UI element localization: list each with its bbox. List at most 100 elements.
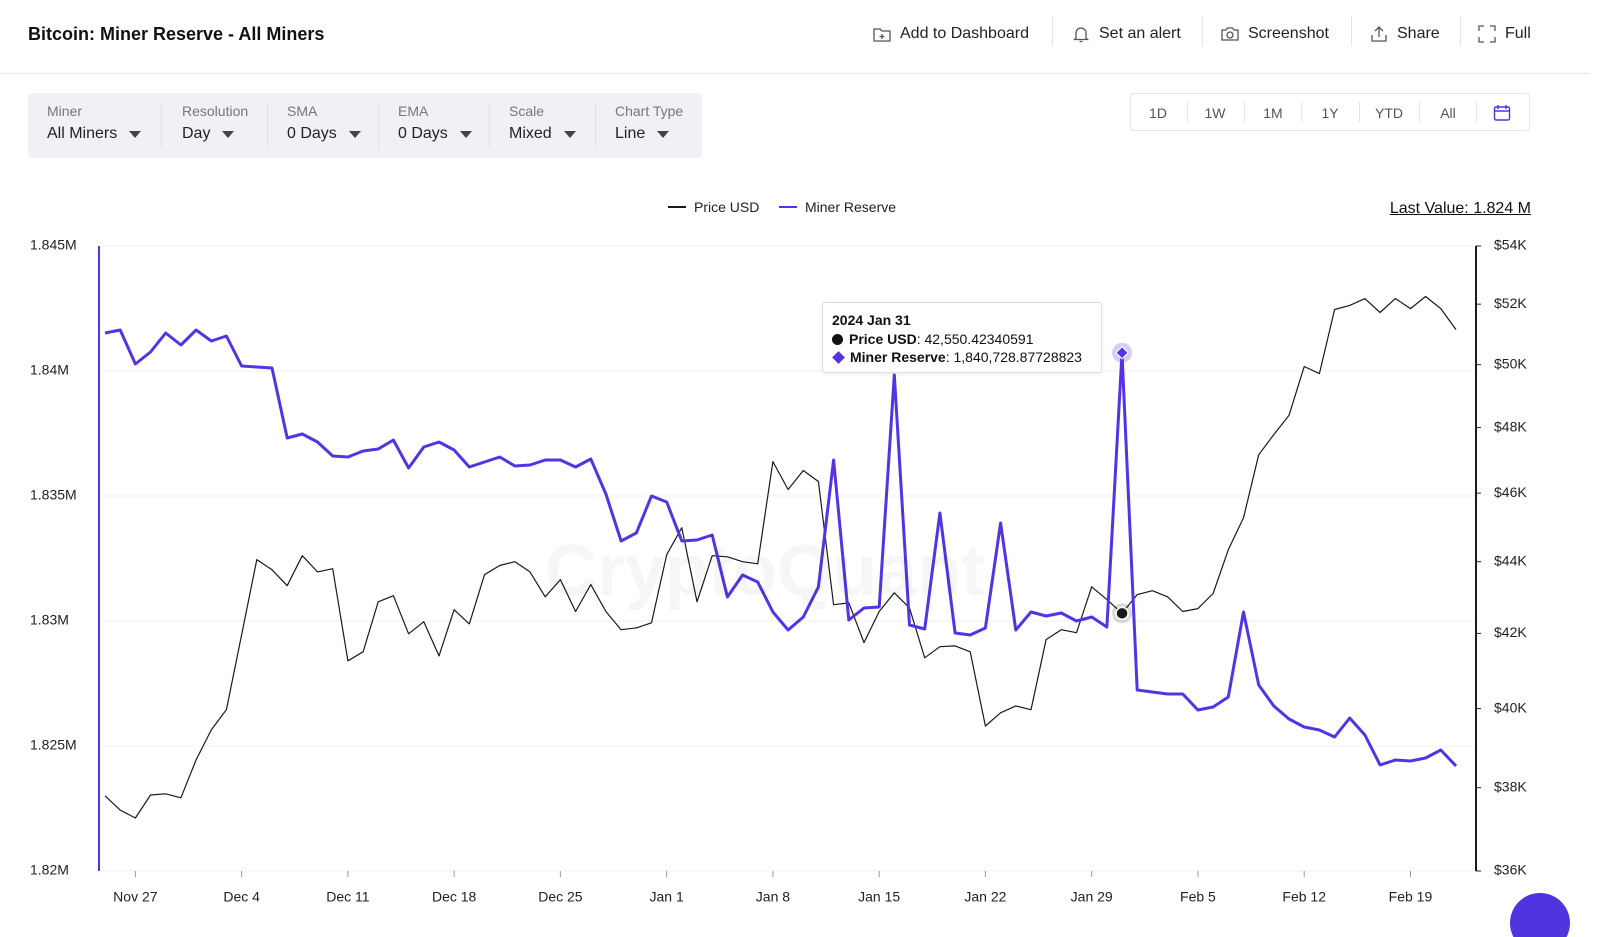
separator bbox=[378, 103, 379, 149]
tooltip-marker bbox=[832, 333, 843, 345]
tooltip-row: Miner Reserve1,840,728.87728823 bbox=[832, 348, 1092, 366]
separator bbox=[1052, 16, 1053, 46]
control-value: 0 Days bbox=[398, 125, 448, 142]
add-dashboard-button[interactable]: Add to Dashboard bbox=[872, 24, 1029, 44]
separator bbox=[161, 103, 162, 149]
separator bbox=[1419, 102, 1420, 122]
legend-label: Miner Reserve bbox=[805, 199, 897, 215]
separator bbox=[1202, 16, 1203, 46]
range-button[interactable]: YTD bbox=[1375, 105, 1403, 121]
range-button[interactable]: 1D bbox=[1149, 105, 1167, 121]
fullscreen-button[interactable]: Full bbox=[1477, 24, 1531, 44]
control-value: All Miners bbox=[47, 125, 118, 142]
button-label: Full bbox=[1505, 25, 1531, 42]
hover-point bbox=[1115, 346, 1129, 360]
range-button[interactable]: 1W bbox=[1204, 105, 1226, 121]
separator bbox=[267, 103, 268, 149]
legend-label: Price USD bbox=[694, 199, 760, 215]
icon bbox=[873, 28, 891, 42]
control-label: Scale bbox=[509, 103, 545, 119]
y-tick-label: 1.83M bbox=[30, 612, 69, 628]
x-tick-label: Jan 29 bbox=[1071, 889, 1113, 905]
separator bbox=[1476, 102, 1477, 122]
control[interactable]: SMA 0 Days bbox=[287, 103, 361, 143]
screenshot-button[interactable]: Screenshot bbox=[1220, 24, 1329, 44]
calendar-button[interactable] bbox=[1493, 104, 1511, 122]
controls: Miner All Miners Resolution Day SMA 0 Days … bbox=[28, 93, 702, 158]
y-tick-label: 1.845M bbox=[30, 237, 77, 253]
y2-tick-label: $38K bbox=[1494, 778, 1527, 794]
x-tick-label: Feb 12 bbox=[1282, 889, 1326, 905]
control-value: Mixed bbox=[509, 125, 552, 142]
legend-item[interactable]: Miner Reserve bbox=[779, 199, 896, 215]
control[interactable]: Miner All Miners bbox=[47, 103, 142, 143]
separator bbox=[1187, 102, 1188, 122]
x-tick-label: Feb 19 bbox=[1389, 889, 1433, 905]
separator bbox=[489, 103, 490, 149]
separator bbox=[1460, 16, 1461, 46]
control-label: SMA bbox=[287, 103, 318, 119]
hover-point bbox=[1115, 606, 1129, 621]
y2-tick-label: $48K bbox=[1494, 418, 1527, 434]
control-value-row: 0 Days bbox=[398, 125, 472, 143]
y2-tick-label: $50K bbox=[1494, 355, 1527, 371]
y2-tick-label: $44K bbox=[1494, 552, 1527, 568]
control-value-row: Line bbox=[615, 125, 683, 143]
legend-swatch bbox=[668, 206, 686, 208]
chat-button[interactable] bbox=[1510, 893, 1570, 937]
y2-tick-label: $54K bbox=[1494, 237, 1527, 253]
range-button[interactable]: 1Y bbox=[1321, 105, 1339, 121]
x-tick-label: Dec 18 bbox=[432, 889, 477, 905]
y2-tick-label: $40K bbox=[1494, 699, 1527, 715]
separator bbox=[1351, 16, 1352, 46]
dropdown-arrow bbox=[563, 130, 576, 138]
control-label: EMA bbox=[398, 103, 429, 119]
y-tick-label: 1.84M bbox=[30, 362, 69, 378]
x-tick-label: Jan 8 bbox=[756, 889, 790, 905]
y-tick-label: 1.82M bbox=[30, 862, 69, 878]
control-value-row: Day bbox=[182, 125, 248, 143]
x-tick-label: Feb 5 bbox=[1180, 889, 1216, 905]
separator bbox=[595, 103, 596, 149]
header: Bitcoin: Miner Reserve - All Miners Add … bbox=[0, 0, 1590, 74]
y-tick-label: 1.835M bbox=[30, 487, 77, 503]
control-value-row: 0 Days bbox=[287, 125, 361, 143]
control[interactable]: Scale Mixed bbox=[509, 103, 576, 143]
x-tick-label: Jan 15 bbox=[858, 889, 900, 905]
separator bbox=[1244, 102, 1245, 122]
tooltip-row: Price USD42,550.42340591 bbox=[832, 330, 1092, 348]
dropdown-arrow bbox=[222, 130, 235, 138]
alert-button[interactable]: Set an alert bbox=[1071, 24, 1181, 44]
separator bbox=[1359, 102, 1360, 122]
y2-tick-label: $52K bbox=[1494, 295, 1527, 311]
control[interactable]: EMA 0 Days bbox=[398, 103, 472, 143]
x-tick-label: Jan 22 bbox=[964, 889, 1006, 905]
share-button[interactable]: Share bbox=[1369, 24, 1440, 44]
tooltip-value: 1,840,728.87728823 bbox=[946, 349, 1082, 365]
range-button[interactable]: 1M bbox=[1263, 105, 1283, 121]
control-label: Chart Type bbox=[615, 103, 684, 119]
control-label: Resolution bbox=[182, 103, 249, 119]
y2-tick-label: $42K bbox=[1494, 624, 1527, 640]
control[interactable]: Resolution Day bbox=[182, 103, 248, 143]
x-tick-label: Nov 27 bbox=[113, 889, 158, 905]
x-tick-label: Dec 11 bbox=[326, 889, 370, 905]
button-label: Share bbox=[1397, 25, 1440, 42]
button-label: Screenshot bbox=[1248, 25, 1329, 42]
icon bbox=[1221, 27, 1239, 41]
dropdown-arrow bbox=[459, 130, 472, 138]
x-tick-label: Dec 25 bbox=[538, 889, 583, 905]
x-tick-label: Dec 4 bbox=[223, 889, 260, 905]
range-button[interactable]: All bbox=[1440, 105, 1456, 121]
control-value: Line bbox=[615, 125, 646, 142]
dropdown-arrow bbox=[129, 130, 142, 138]
watermark: CryptoQuant bbox=[545, 530, 985, 612]
x-tick-label: Jan 1 bbox=[650, 889, 684, 905]
control-value: Day bbox=[182, 125, 211, 142]
legend-item[interactable]: Price USD bbox=[668, 199, 759, 215]
y2-tick-label: $46K bbox=[1494, 484, 1527, 500]
control-label: Miner bbox=[47, 103, 83, 119]
control[interactable]: Chart Type Line bbox=[615, 103, 683, 143]
